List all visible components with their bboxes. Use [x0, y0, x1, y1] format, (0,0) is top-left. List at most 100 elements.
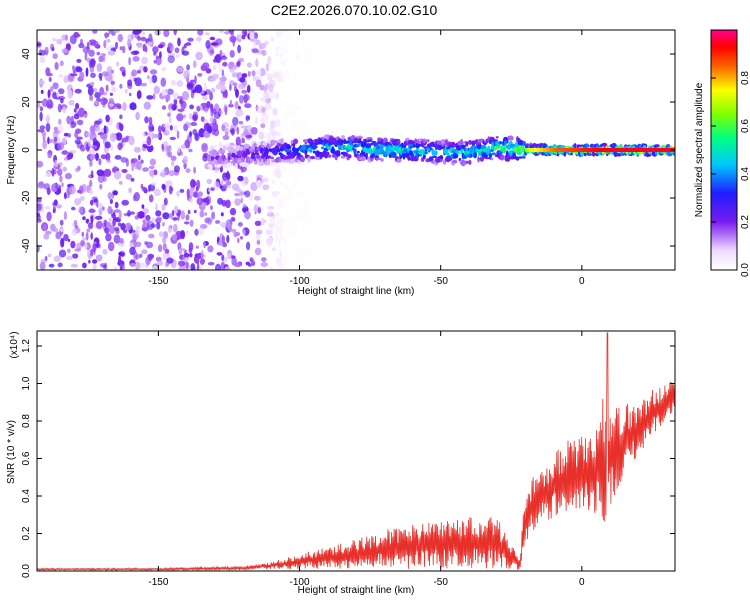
spectrogram-x-axis-label: Height of straight line (km): [298, 286, 415, 297]
x-tick-label: -150: [148, 577, 168, 588]
heatmap-signal-core: [593, 148, 597, 152]
heatmap-noise-cell: [190, 122, 198, 126]
heatmap-noise-cell: [122, 102, 127, 111]
heatmap-signal-core: [638, 148, 642, 152]
heatmap-signal-core: [559, 148, 563, 152]
heatmap-noise-cell: [92, 263, 97, 270]
heatmap-noise-cell: [193, 209, 197, 214]
heatmap-noise-cell: [125, 89, 128, 94]
heatmap-noise-cell: [244, 176, 249, 185]
heatmap-noise-cell: [84, 242, 88, 250]
heatmap-noise-cell: [234, 198, 242, 206]
heatmap-noise-cell: [224, 93, 227, 99]
heatmap-noise-cell: [121, 199, 129, 206]
heatmap-noise-cell: [87, 86, 94, 96]
heatmap-signal-core: [595, 148, 599, 152]
heatmap-noise-cell: [284, 121, 287, 130]
heatmap-signal-cell: [211, 144, 217, 148]
heatmap-noise-cell: [180, 100, 187, 110]
heatmap-noise-cell: [298, 138, 303, 148]
heatmap-noise-cell: [283, 185, 289, 190]
y-tick-label: 0.6: [21, 451, 32, 465]
heatmap-signal-cell: [276, 148, 281, 153]
heatmap-noise-cell: [271, 79, 276, 84]
heatmap-noise-cell: [111, 84, 115, 89]
heatmap-noise-cell: [213, 181, 220, 191]
heatmap-signal-core: [581, 148, 585, 152]
heatmap-noise-cell: [151, 265, 159, 270]
heatmap-noise-cell: [211, 87, 216, 93]
heatmap-signal-cell: [500, 154, 505, 161]
heatmap-noise-cell: [136, 90, 142, 100]
heatmap-noise-cell: [79, 196, 85, 201]
heatmap-noise-cell: [96, 169, 104, 177]
heatmap-noise-cell: [244, 103, 252, 109]
heatmap-noise-cell: [279, 165, 286, 173]
heatmap-signal-core: [640, 148, 644, 152]
heatmap-noise-cell: [45, 67, 51, 76]
heatmap-noise-cell: [138, 211, 145, 219]
heatmap-noise-cell: [143, 188, 148, 194]
heatmap-noise-cell: [249, 32, 255, 40]
heatmap-noise-cell: [176, 80, 184, 87]
heatmap-signal-cell: [479, 156, 485, 162]
heatmap-noise-cell: [228, 252, 232, 257]
heatmap-noise-cell: [63, 211, 67, 221]
heatmap-signal-cell: [471, 140, 476, 145]
heatmap-noise-cell: [59, 219, 64, 226]
heatmap-noise-cell: [264, 83, 269, 91]
heatmap-noise-cell: [155, 203, 158, 212]
heatmap-noise-cell: [46, 211, 52, 222]
heatmap-signal-cell: [225, 163, 231, 169]
heatmap-noise-cell: [67, 89, 73, 99]
heatmap-noise-cell: [294, 85, 300, 91]
heatmap-noise-cell: [286, 126, 290, 130]
heatmap-signal-core: [586, 148, 590, 152]
heatmap-noise-cell: [291, 165, 297, 169]
heatmap-noise-cell: [255, 229, 263, 235]
colorbar-gradient: [710, 29, 738, 271]
heatmap-noise-cell: [78, 185, 84, 195]
heatmap-noise-cell: [218, 64, 222, 73]
heatmap-noise-cell: [92, 88, 98, 93]
heatmap-noise-cell: [170, 79, 177, 86]
heatmap-signal-core: [604, 148, 608, 152]
heatmap-noise-cell: [192, 114, 198, 122]
heatmap-noise-cell: [183, 155, 188, 164]
heatmap-signal-cell: [428, 156, 434, 162]
heatmap-noise-cell: [92, 30, 98, 34]
heatmap-noise-cell: [123, 229, 128, 233]
heatmap-noise-cell: [94, 92, 101, 99]
heatmap-noise-cell: [128, 229, 136, 233]
heatmap-noise-cell: [241, 34, 246, 40]
heatmap-noise-cell: [141, 204, 145, 209]
heatmap-noise-cell: [304, 91, 307, 99]
heatmap-noise-cell: [114, 103, 122, 108]
heatmap-noise-cell: [307, 105, 313, 114]
heatmap-noise-cell: [158, 231, 165, 238]
heatmap-signal-core: [545, 148, 549, 152]
heatmap-noise-cell: [93, 41, 99, 48]
colorbar-tick-label: 0.8: [740, 71, 750, 85]
heatmap-noise-cell: [163, 197, 168, 206]
heatmap-noise-cell: [98, 55, 104, 63]
heatmap-noise-cell: [90, 72, 96, 79]
heatmap-noise-cell: [196, 36, 202, 42]
heatmap-noise-cell: [187, 37, 194, 42]
heatmap-noise-cell: [148, 233, 155, 239]
heatmap-signal-cell: [335, 150, 341, 154]
heatmap-noise-cell: [189, 219, 194, 227]
heatmap-signal-core: [554, 148, 558, 152]
heatmap-noise-cell: [219, 110, 224, 115]
heatmap-noise-cell: [102, 91, 107, 96]
heatmap-noise-cell: [82, 237, 86, 241]
y-tick-label: -20: [21, 190, 32, 205]
heatmap-noise-cell: [160, 77, 167, 87]
heatmap-noise-cell: [229, 35, 237, 43]
heatmap-noise-cell: [54, 136, 58, 142]
heatmap-noise-cell: [245, 134, 253, 139]
heatmap-noise-cell: [261, 49, 267, 57]
heatmap-signal-cell: [429, 147, 433, 151]
heatmap-signal-cell: [439, 155, 444, 161]
heatmap-noise-cell: [95, 243, 100, 248]
